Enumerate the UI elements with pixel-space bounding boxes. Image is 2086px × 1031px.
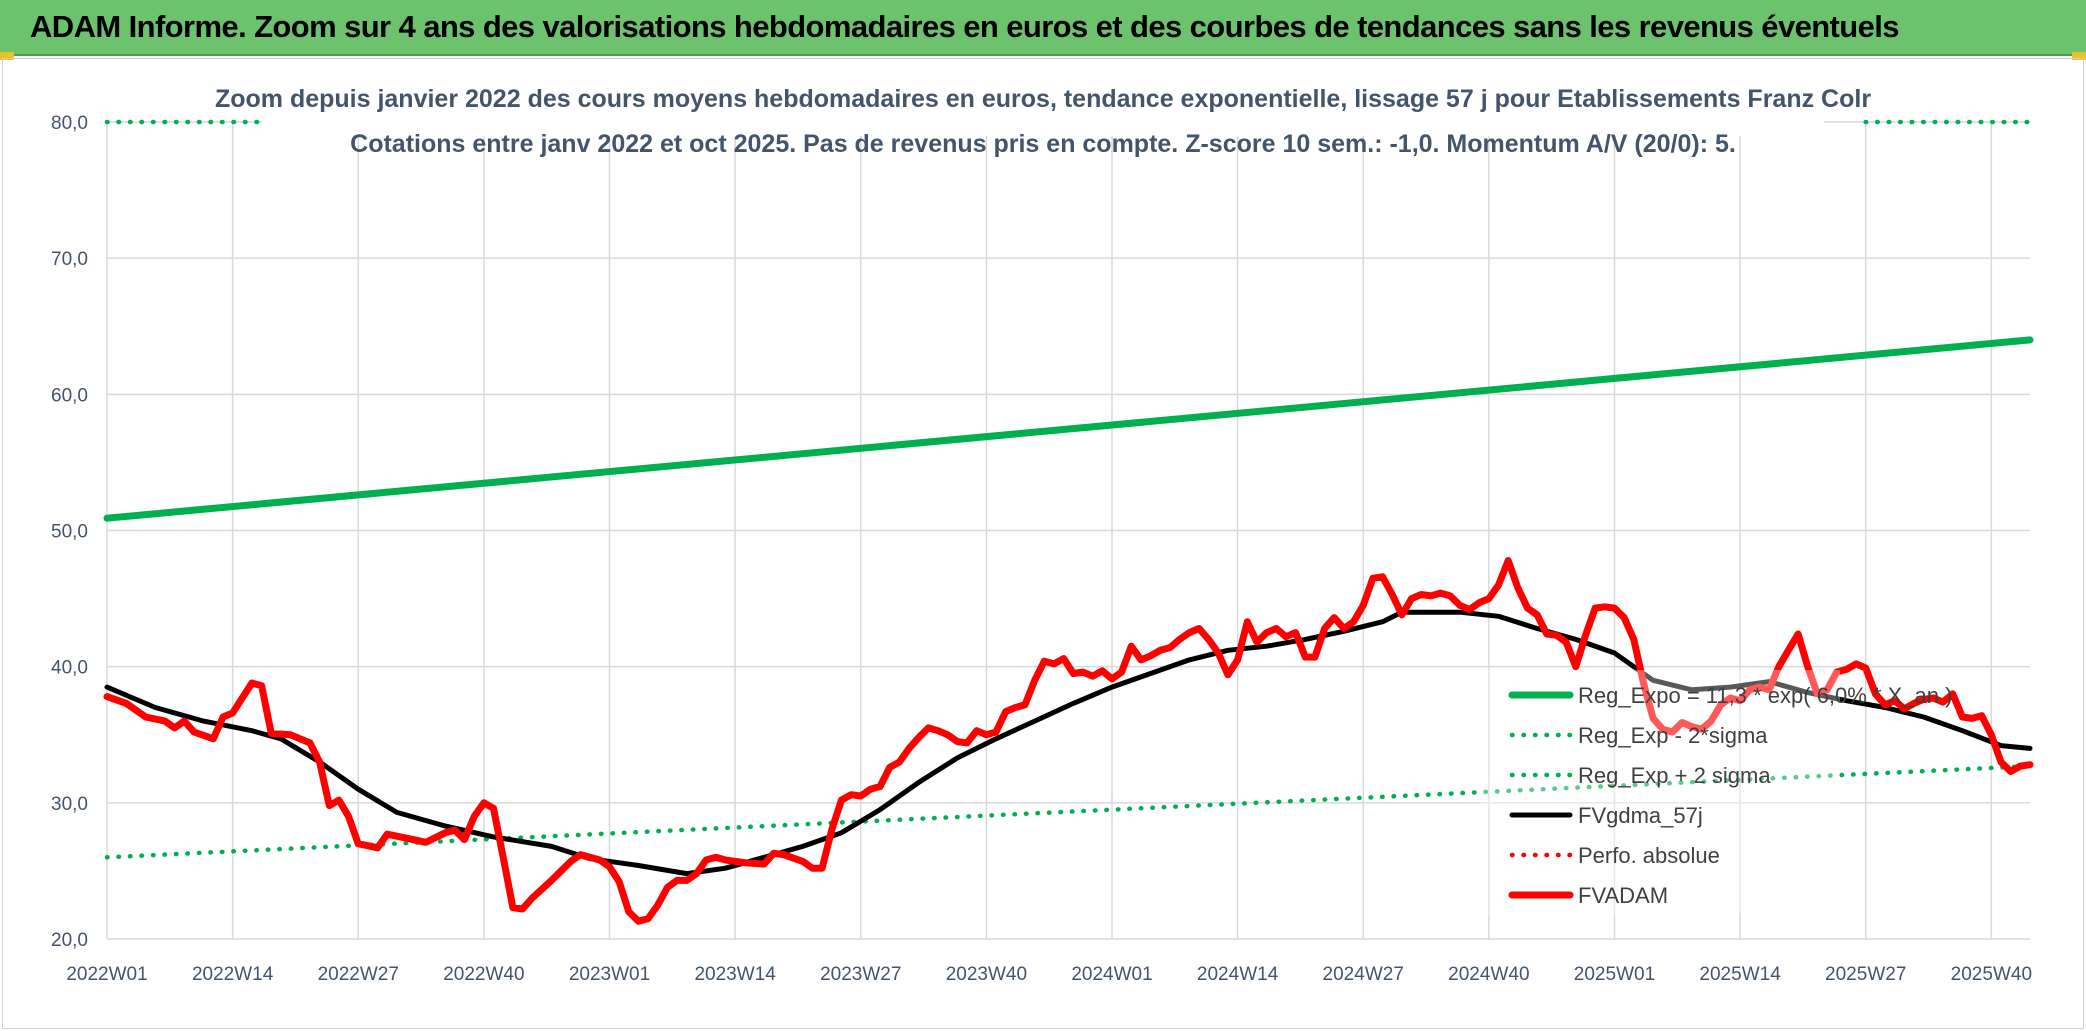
legend-label: Reg_Expo = 11,3 * exp( 6,0% * X_an ) (1578, 683, 1952, 708)
report-banner: ADAM Informe. Zoom sur 4 ans des valoris… (0, 0, 2086, 56)
y-tick-label: 50,0 (51, 522, 88, 543)
x-tick-label: 2024W40 (1448, 964, 1529, 985)
legend-label: Perfo. absolue (1578, 843, 1720, 868)
axis-labels: 20,0 30,0 40,0 50,0 60,0 70,0 80,0 2022W01 2022W… (51, 113, 2032, 985)
y-tick-label: 60,0 (51, 385, 88, 406)
y-tick-label: 30,0 (51, 794, 88, 815)
x-tick-label: 2024W14 (1197, 964, 1279, 985)
report-title: ADAM Informe. Zoom sur 4 ans des valoris… (30, 9, 1900, 44)
chart-series (103, 119, 2034, 925)
x-tick-label: 2022W01 (66, 964, 147, 985)
fvgdma-57j-line (104, 609, 2033, 877)
corner-marker-right (2072, 52, 2086, 60)
corner-marker-left (0, 52, 14, 60)
x-tick-label: 2025W27 (1825, 964, 1906, 985)
x-tick-label: 2022W27 (318, 964, 399, 985)
title-backdrop (262, 74, 1824, 136)
legend-label: Reg_Exp - 2*sigma (1578, 723, 1768, 748)
x-tick-label: 2025W40 (1951, 964, 2032, 985)
x-tick-label: 2024W27 (1323, 964, 1404, 985)
x-tick-label: 2023W27 (820, 964, 901, 985)
y-tick-label: 20,0 (51, 930, 88, 951)
x-tick-label: 2022W40 (443, 964, 524, 985)
reg-expo-line (103, 336, 2034, 522)
y-tick-label: 80,0 (51, 113, 88, 134)
x-tick-label: 2023W40 (946, 964, 1027, 985)
legend-label: FVADAM (1578, 883, 1668, 908)
grid-lines (106, 121, 2030, 940)
x-tick-label: 2025W01 (1574, 964, 1655, 985)
fvadam-line (103, 557, 2034, 925)
legend-label: Reg_Exp + 2 sigma (1578, 763, 1771, 788)
x-tick-label: 2022W14 (192, 964, 274, 985)
legend-label: FVgdma_57j (1578, 803, 1703, 828)
chart-legend: Reg_Expo = 11,3 * exp( 6,0% * X_an ) Reg_… (1508, 683, 1952, 908)
x-tick-label: 2024W01 (1071, 964, 1152, 985)
x-tick-label: 2025W14 (1699, 964, 1781, 985)
y-tick-label: 70,0 (51, 249, 88, 270)
x-tick-label: 2023W01 (569, 964, 650, 985)
chart-title: Zoom depuis janvier 2022 des cours moyen… (215, 85, 1871, 113)
chart-frame (2, 58, 2084, 1029)
x-tick-label: 2023W14 (694, 964, 776, 985)
y-tick-label: 40,0 (51, 658, 88, 679)
chart-subtitle: Cotations entre janv 2022 et oct 2025. P… (350, 130, 1736, 158)
legend-box (1480, 670, 1840, 915)
